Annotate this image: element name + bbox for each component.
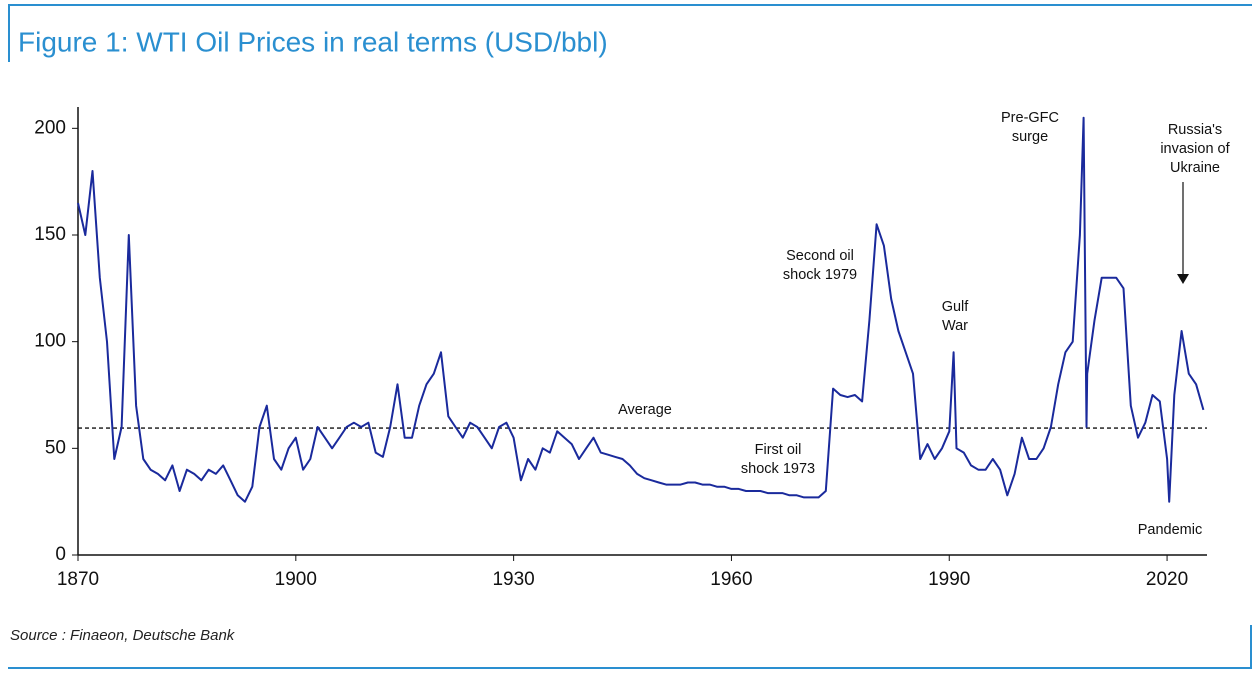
y-tick-label: 50 (45, 437, 66, 458)
annotation: Russia's (1168, 122, 1222, 138)
annotation: surge (1012, 129, 1048, 145)
x-tick-label: 2020 (1146, 569, 1188, 590)
annotation: War (942, 318, 968, 334)
y-tick-label: 100 (34, 331, 66, 352)
arrow-head (1177, 274, 1189, 284)
y-tick-label: 200 (34, 117, 66, 138)
x-tick-label: 1990 (928, 569, 970, 590)
x-tick-label: 1870 (57, 569, 99, 590)
y-tick-label: 0 (55, 544, 66, 565)
chart-title: Figure 1: WTI Oil Prices in real terms (… (18, 26, 608, 57)
price-line (77, 116, 1205, 503)
annotation: Gulf (942, 299, 970, 315)
annotation: Average (618, 402, 672, 418)
annotation: Pre-GFC (1001, 110, 1059, 126)
annotation: First oil (755, 442, 802, 458)
x-tick-label: 1960 (710, 569, 752, 590)
annotation: shock 1979 (783, 267, 857, 283)
y-tick-label: 150 (34, 224, 66, 245)
x-tick-label: 1930 (492, 569, 534, 590)
source: Source : Finaeon, Deutsche Bank (10, 627, 236, 644)
annotation: shock 1973 (741, 461, 815, 477)
annotation: Second oil (786, 248, 854, 264)
x-tick-label: 1900 (275, 569, 317, 590)
annotation: Pandemic (1138, 522, 1202, 538)
annotation: Ukraine (1170, 160, 1220, 176)
annotation: invasion of (1160, 141, 1230, 157)
